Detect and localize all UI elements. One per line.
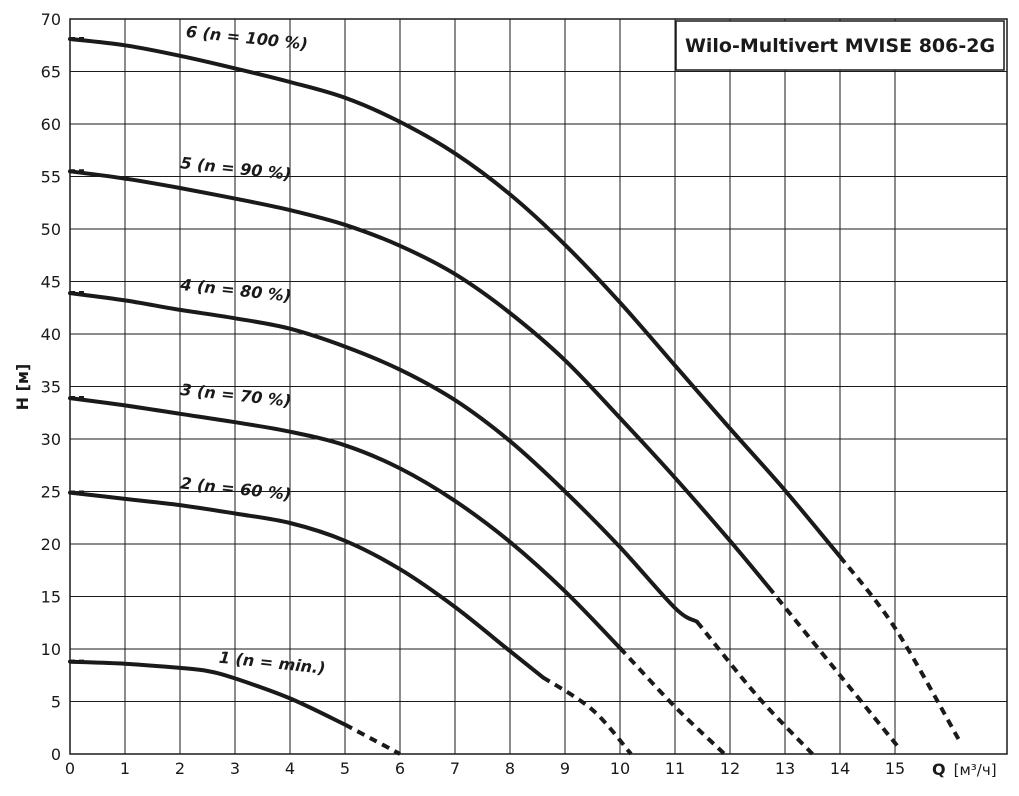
y-tick-label: 60	[41, 115, 61, 134]
chart-title: Wilo-Multivert MVISE 806-2G	[685, 35, 995, 57]
y-axis-label: H [м]	[13, 364, 32, 411]
plot-frame	[69, 18, 1008, 755]
series-curve-1	[68, 659, 401, 756]
x-tick-label: 11	[665, 759, 685, 778]
y-tick-label: 70	[41, 10, 61, 29]
y-tick-label: 45	[41, 273, 61, 292]
y-tick-label: 25	[41, 483, 61, 502]
series-line-dashed	[766, 585, 903, 752]
x-tick-label: 10	[610, 759, 630, 778]
series-curve-5	[68, 169, 903, 752]
x-tick-label: 7	[450, 759, 460, 778]
y-tick-label: 20	[41, 535, 61, 554]
series-curve-6	[68, 36, 963, 745]
x-tick-label: 3	[230, 759, 240, 778]
x-tick-label: 0	[65, 759, 75, 778]
series-line-dashed	[541, 675, 633, 756]
x-tick-label: 13	[775, 759, 795, 778]
x-tick-label: 6	[395, 759, 405, 778]
tick-labels: 0 1 2 3 4 5 6 7 8 9 10 11 12 13 14 15051015202530354045…	[41, 10, 906, 778]
curve-label: 3 (n = 70 %)	[180, 380, 293, 411]
series-line-solid	[68, 291, 699, 624]
curves	[68, 36, 963, 756]
y-tick-label: 15	[41, 588, 61, 607]
series-curve-3	[68, 396, 726, 756]
series-line-solid	[68, 659, 347, 727]
series-line-solid	[68, 490, 545, 680]
series-line-solid	[68, 169, 771, 589]
series-line-solid	[68, 396, 622, 650]
x-tick-label: 2	[175, 759, 185, 778]
x-tick-label: 15	[885, 759, 905, 778]
y-tick-label: 40	[41, 325, 61, 344]
series-line-solid	[68, 37, 842, 559]
y-tick-label: 65	[41, 63, 61, 82]
series-line-dashed	[344, 722, 401, 756]
y-tick-label: 55	[41, 168, 61, 187]
title-box: Wilo-Multivert MVISE 806-2G	[675, 20, 1005, 71]
y-tick-label: 0	[51, 745, 61, 764]
y-tick-label: 10	[41, 640, 61, 659]
x-tick-label: 1	[120, 759, 130, 778]
x-axis-unit: [м³/ч]	[954, 761, 997, 779]
series-line-dashed	[695, 620, 814, 756]
x-tick-label: 4	[285, 759, 295, 778]
y-tick-label: 5	[51, 693, 61, 712]
title-box-frame	[675, 20, 1005, 71]
curve-label: 5 (n = 90 %)	[180, 153, 293, 184]
curve-label: 1 (n = min.)	[218, 648, 326, 678]
x-tick-label: 14	[830, 759, 850, 778]
x-axis-label: Q	[932, 760, 946, 779]
series-line-dashed	[618, 646, 726, 756]
x-tick-label: 5	[340, 759, 350, 778]
curve-label: 2 (n = 60 %)	[180, 473, 293, 504]
series-curve-2	[68, 490, 633, 756]
x-tick-label: 12	[720, 759, 740, 778]
y-tick-label: 50	[41, 220, 61, 239]
series-curve-4	[68, 291, 814, 756]
y-tick-label: 30	[41, 430, 61, 449]
x-axis-label-group: Q [м³/ч]	[932, 760, 997, 779]
x-tick-label: 8	[505, 759, 515, 778]
x-tick-label: 9	[560, 759, 570, 778]
curve-labels: 1 (n = min.)2 (n = 60 %)3 (n = 70 %)4 (n…	[179, 22, 327, 678]
y-tick-label: 35	[41, 378, 61, 397]
series-line-dashed	[838, 555, 963, 745]
